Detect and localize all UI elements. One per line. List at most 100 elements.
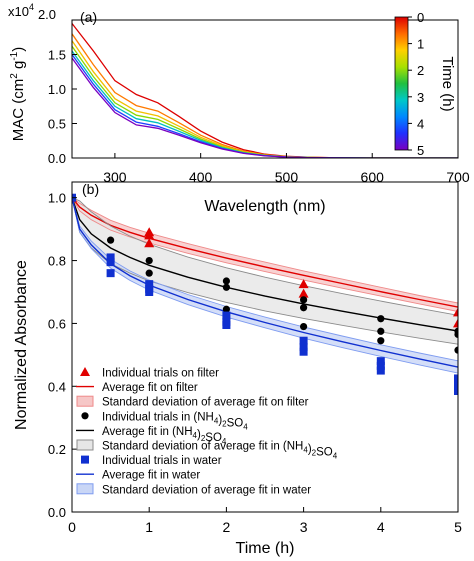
panel-b-xlabel: Time (h) [236,540,295,557]
ammonium-trial-point [145,256,153,265]
a-ytick-label: 2.0 [38,7,56,22]
panel-a-label: (a) [80,9,97,25]
water-trial-point [145,288,154,296]
a-xtick-label: 400 [189,169,213,185]
panel-b: 0 1 2 3 4 5 0.0 0.2 0.4 0.6 0.8 1.0 (b) Normalized … [13,181,462,557]
water-average-fit [72,197,458,368]
colorbar-gradient [394,16,409,151]
a-ytick-label: 0.5 [48,117,66,132]
water-trial-point [222,311,231,320]
a-ytick-label: 1.0 [48,82,66,97]
water-trial-point [106,269,115,278]
ammonium-trial-point [300,296,308,304]
filter-trial-point [298,288,309,298]
water-trial-point [106,258,115,267]
water-band-lower [72,197,458,374]
filter-trial-point [144,238,155,248]
a-ytick-label: 1.5 [48,48,66,63]
legend-label: Average fit in water [102,470,200,482]
ammonium-sd-band [72,197,458,345]
b-ytick-label: 0.2 [48,442,66,457]
panel-a-ylabel: MAC (cm2 g-1) [9,47,27,141]
colorbar-tick-label: 2 [417,63,424,78]
ammonium-trial-point [222,305,230,313]
panel-b-frame [71,181,459,513]
colorbar-tick-label: 3 [417,90,424,105]
colorbar-tick-label: 0 [417,10,424,25]
water-trial-point [376,361,385,370]
a-xtick-label: 300 [103,169,127,185]
water-band-upper [72,197,458,362]
filter-average-fit [72,197,458,308]
water-trial-point [106,253,115,262]
water-trial-point [376,366,385,375]
colorbar-tick-label: 5 [417,143,424,158]
panel-b-axes: 0 1 2 3 4 5 0.0 0.2 0.4 0.6 0.8 1.0 [48,181,462,535]
mac-spectra [72,23,458,158]
b-xtick-label: 1 [145,519,153,535]
ammonium-trial-point [107,236,115,244]
panel-a-axes: 300 400 500 600 700 0.0 0.5 1.0 1.5 2.0 [38,7,470,185]
legend: Individual trials on filter Average fit o… [76,367,338,496]
ammonium-band-lower [72,197,458,345]
legend-label: Average fit in (NH4)2SO4 [102,426,227,446]
legend-ammonium-marker [81,412,89,420]
legend-filter-marker [80,367,90,376]
ammonium-trial-point [145,269,153,277]
water-trial-point [454,380,458,389]
filter-trial-point [453,318,458,328]
ammonium-trial-point [222,277,230,285]
ammonium-trial-point [300,304,308,312]
a-xtick-label: 600 [361,169,385,185]
legend-label: Standard deviation of average fit in (NH… [102,441,338,461]
legend-label: Standard deviation of average fit in wat… [102,484,311,496]
legend-label: Average fit on filter [102,382,198,394]
ammonium-trial-point [377,327,385,335]
filter-trial-point [453,307,458,317]
water-trial-point [454,387,458,395]
b-xtick-label: 3 [300,519,308,535]
b-ytick-label: 0.0 [48,505,66,520]
water-trial-point [454,374,458,383]
a-xtick-label: 700 [446,169,470,185]
panel-b-label: (b) [82,181,99,197]
ammonium-trial-point [377,315,385,323]
b-xtick-label: 5 [454,519,462,535]
ammonium-trial-point [300,322,308,331]
colorbar-title: Time (h) [439,56,456,111]
ammonium-average-fit [72,197,458,332]
ammonium-trial-point [454,330,458,339]
filter-band-upper [72,197,458,304]
water-trial-point [376,357,385,366]
filter-trial-point [144,230,155,240]
a-ytick-label: 0.0 [48,151,66,166]
time-colorbar: 0 1 2 3 4 5 Time (h) [394,10,456,158]
legend-label: Individual trials in water [102,455,222,467]
legend-label: Standard deviation of average fit on fil… [102,397,309,409]
panel-b-ylabel: Normalized Absorbance [13,260,30,430]
water-trial-point [299,336,308,345]
water-trial-point [222,321,231,329]
ammonium-trial-point [454,346,458,354]
b-ytick-label: 0.8 [48,254,66,269]
a-xtick-label: 500 [275,169,299,185]
panel-a-xlabel: Wavelength (nm) [204,198,325,215]
legend-water-band [76,483,94,495]
b-ytick-label: 1.0 [48,191,66,206]
water-trial-point [299,347,308,356]
filter-trial-point [298,279,309,289]
legend-ammonium-band [76,439,94,451]
ammonium-trial-point [377,337,385,345]
ammonium-trial-point [222,283,230,291]
filter-band-lower [72,197,458,312]
b-xtick-label: 4 [377,519,385,535]
colorbar-tick-label: 4 [417,116,424,131]
b-xtick-label: 2 [223,519,231,535]
legend-filter-band [76,395,94,407]
legend-label: Individual trials on filter [102,368,219,380]
water-trial-point [299,343,308,351]
b-ytick-label: 0.6 [48,316,66,331]
b-xtick-label: 0 [68,519,76,535]
